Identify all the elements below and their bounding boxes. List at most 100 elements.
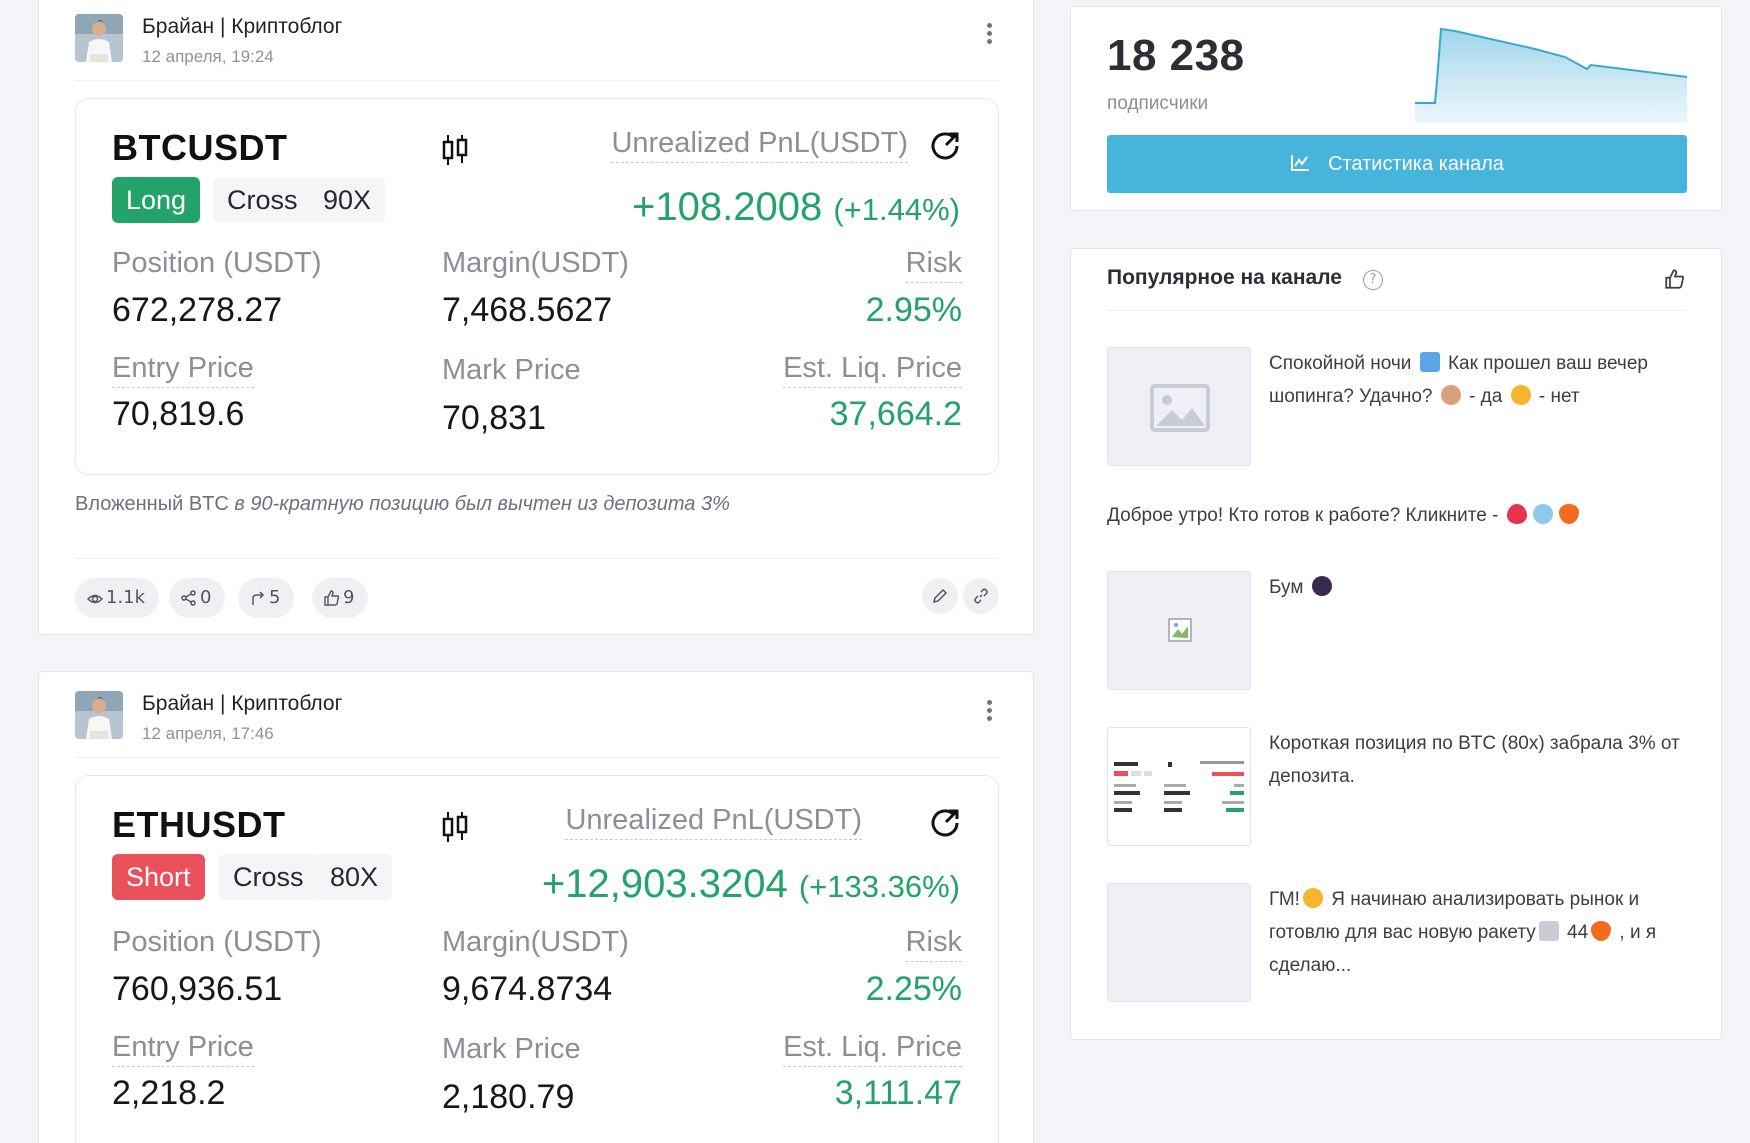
smile-emoji-icon (1302, 888, 1323, 908)
pnl-value: +108.2008 (+1.44%) (632, 185, 960, 229)
liq-price-value: 3,111.47 (834, 1074, 962, 1112)
position-label: Position (USDT) (112, 247, 322, 279)
more-menu-icon[interactable] (979, 20, 999, 48)
forward-icon (252, 591, 265, 605)
eye-icon (86, 594, 104, 604)
entry-price-label: Entry Price (112, 352, 254, 388)
trade-position-card: BTCUSDT Unrealized PnL(USDT) Long Cross … (75, 98, 999, 475)
thumbs-up-icon (324, 590, 340, 606)
post-header: Брайан | Криптоблог 12 апреля, 17:46 (75, 691, 999, 753)
thumbs-up-icon[interactable] (1665, 269, 1685, 289)
more-menu-icon[interactable] (979, 697, 999, 725)
popular-item-text: ГМ! Я начинаю анализировать рынок и гото… (1269, 888, 1657, 976)
popular-title: Популярное на канале (1107, 266, 1342, 289)
bomb-emoji-icon (1311, 576, 1332, 596)
image-placeholder-icon (1107, 347, 1251, 466)
margin-mode-tag: Cross (219, 854, 318, 900)
popular-item-text: Спокойной ночи Как прошел ваш вечер шопи… (1269, 352, 1648, 407)
post-author[interactable]: Брайан | Криптоблог (142, 15, 343, 38)
trade-screenshot-thumbnail (1107, 727, 1251, 846)
divider (75, 80, 999, 81)
risk-label: Risk (905, 247, 962, 283)
copy-link-button[interactable] (963, 578, 999, 614)
margin-label: Margin(USDT) (442, 926, 629, 958)
candlestick-icon (442, 812, 468, 842)
channel-stats-button[interactable]: Статистика канала (1107, 135, 1687, 193)
mark-price-label: Mark Price (442, 1033, 581, 1065)
margin-value: 9,674.8734 (442, 970, 613, 1008)
trade-symbol: BTCUSDT (112, 127, 288, 168)
popular-item[interactable]: Доброе утро! Кто готов к работе? Кликнит… (1107, 499, 1687, 539)
post-date: 12 апреля, 19:24 (142, 47, 274, 66)
thumbs-up-emoji-icon (1440, 385, 1461, 405)
help-icon[interactable]: ? (1363, 270, 1383, 290)
popular-item[interactable]: Бум (1107, 571, 1687, 691)
thinking-emoji-icon (1510, 385, 1531, 405)
margin-label: Margin(USDT) (442, 247, 629, 279)
entry-price-value: 70,819.6 (112, 395, 245, 433)
heart-emoji-icon (1506, 504, 1527, 524)
trade-position-card: ETHUSDT Unrealized PnL(USDT) Short Cross… (75, 775, 999, 1143)
views-counter[interactable]: 1.1k (75, 578, 160, 618)
sleep-emoji-icon (1419, 352, 1440, 372)
broken-image-icon (1107, 571, 1251, 690)
post-caption: Вложенный BTC в 90-кратную позицию был в… (75, 493, 730, 515)
pencil-icon (932, 588, 948, 604)
pnl-label: Unrealized PnL(USDT) (565, 804, 862, 840)
entry-price-label: Entry Price (112, 1031, 254, 1067)
mark-price-label: Mark Price (442, 354, 581, 386)
popular-card: Популярное на канале ? Спокойной ночи Ка… (1070, 248, 1722, 1040)
link-icon (974, 588, 988, 604)
risk-value: 2.95% (865, 291, 962, 329)
mark-price-value: 70,831 (442, 399, 546, 437)
edit-button[interactable] (922, 578, 958, 614)
post-header: Брайан | Криптоблог 12 апреля, 19:24 (75, 14, 999, 76)
popular-item[interactable]: ГМ! Я начинаю анализировать рынок и гото… (1107, 883, 1687, 1003)
share-nodes-icon (181, 590, 196, 606)
margin-value: 7,468.5627 (442, 291, 613, 329)
entry-price-value: 2,218.2 (112, 1074, 226, 1112)
risk-value: 2.25% (865, 970, 962, 1008)
popular-item[interactable]: Спокойной ночи Как прошел ваш вечер шопи… (1107, 347, 1687, 467)
forwards-counter[interactable]: 5 (238, 578, 295, 618)
position-value: 672,278.27 (112, 291, 283, 329)
side-tag: Short (112, 854, 205, 900)
subscribers-count: 18 238 (1107, 31, 1245, 80)
divider (75, 558, 999, 559)
avatar[interactable] (75, 14, 123, 62)
share-icon[interactable] (928, 806, 962, 840)
image-thumbnail (1107, 883, 1251, 1002)
mark-price-value: 2,180.79 (442, 1078, 575, 1116)
liq-price-label: Est. Liq. Price (783, 1031, 962, 1067)
shares-counter[interactable]: 0 (169, 578, 226, 618)
share-icon[interactable] (928, 129, 962, 163)
trade-symbol: ETHUSDT (112, 804, 286, 845)
fire-emoji-icon (1591, 921, 1612, 941)
margin-mode-tag: Cross (213, 177, 312, 223)
fire-emoji-icon (1558, 504, 1579, 524)
rocket-emoji-icon (1538, 921, 1559, 941)
leverage-tag: 90X (309, 177, 386, 223)
post-card: Брайан | Криптоблог 12 апреля, 17:46 ETH… (38, 671, 1034, 1143)
subscribers-label: подписчики (1107, 93, 1209, 114)
liq-price-label: Est. Liq. Price (783, 352, 962, 388)
divider (75, 757, 999, 758)
divider (1107, 310, 1687, 311)
popular-item-text: Доброе утро! Кто готов к работе? Кликнит… (1107, 499, 1687, 532)
avatar[interactable] (75, 691, 123, 739)
leverage-tag: 80X (316, 854, 393, 900)
likes-counter[interactable]: 9 (312, 578, 369, 618)
chart-icon (1291, 155, 1310, 171)
water-emoji-icon (1532, 504, 1553, 524)
popular-item[interactable]: Короткая позиция по BTC (80х) забрала 3%… (1107, 727, 1687, 847)
pnl-label: Unrealized PnL(USDT) (611, 127, 908, 163)
subscribers-sparkline (1415, 27, 1687, 123)
pnl-value: +12,903.3204 (+133.36%) (541, 862, 960, 906)
popular-item-text: Бум (1269, 571, 1689, 604)
post-author[interactable]: Брайан | Криптоблог (142, 692, 343, 715)
popular-item-text: Короткая позиция по BTC (80х) забрала 3%… (1269, 733, 1680, 787)
candlestick-icon (442, 135, 468, 165)
position-label: Position (USDT) (112, 926, 322, 958)
liq-price-value: 37,664.2 (829, 395, 962, 433)
post-date: 12 апреля, 17:46 (142, 724, 274, 743)
